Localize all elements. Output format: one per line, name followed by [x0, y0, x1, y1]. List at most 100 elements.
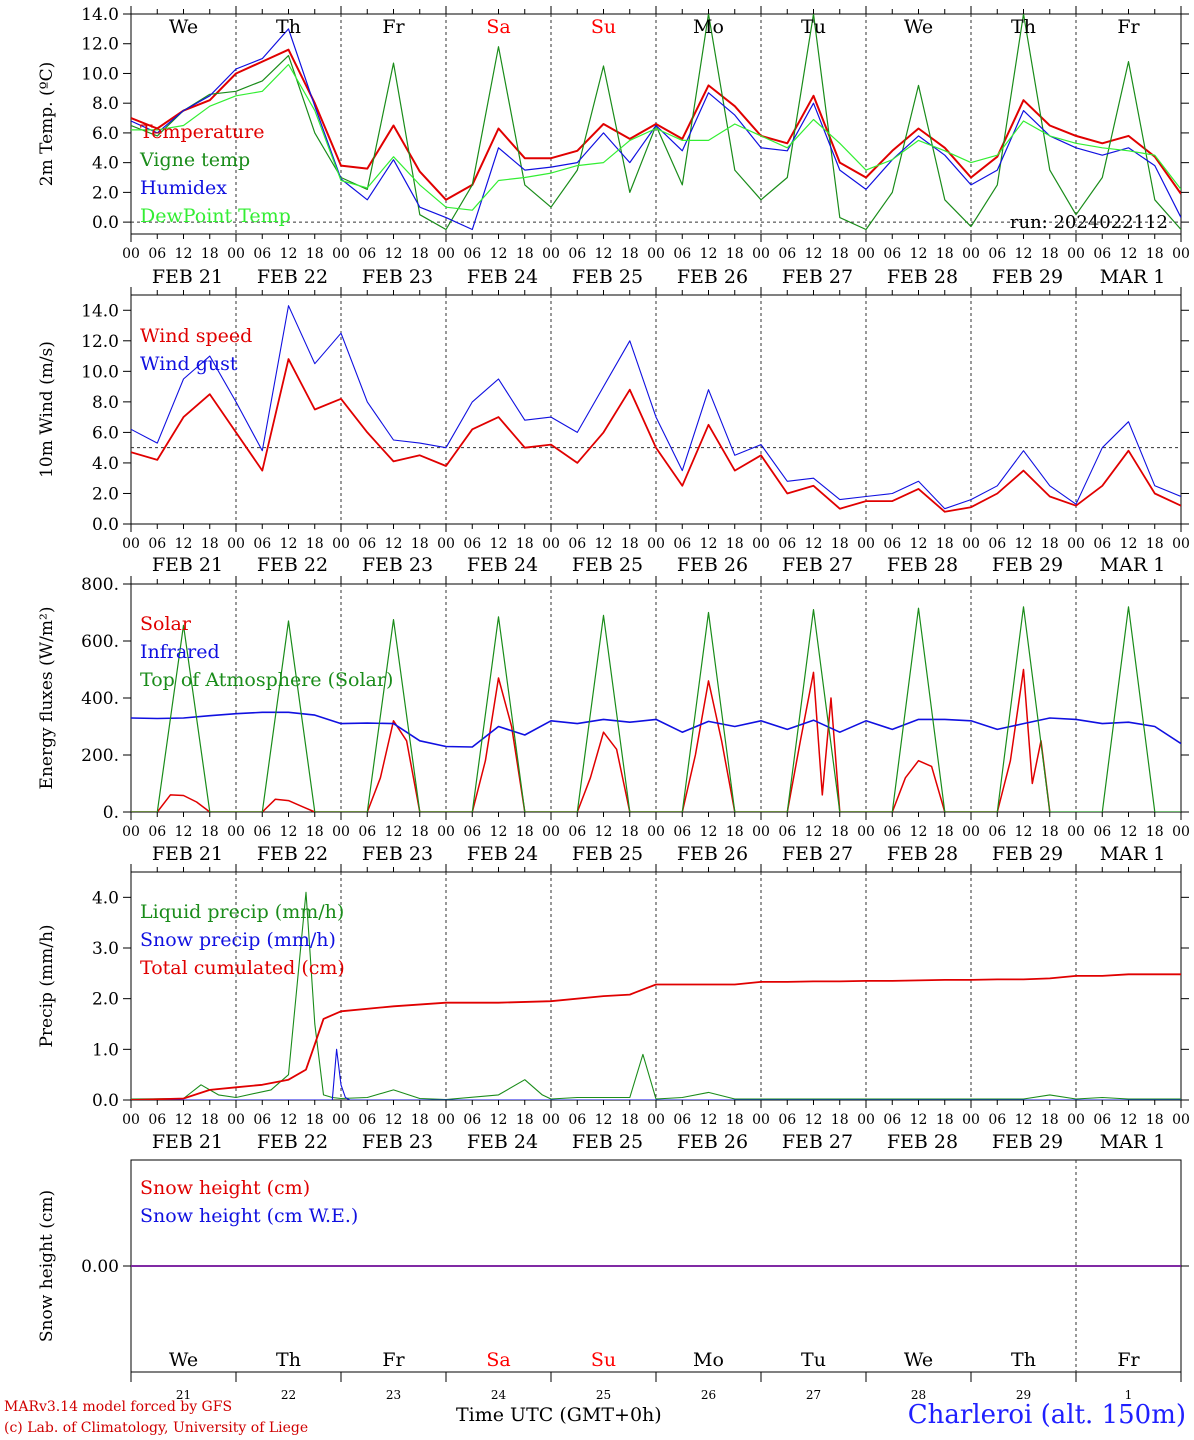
hour-label: 06: [778, 536, 796, 552]
hour-label: 18: [621, 536, 639, 552]
hour-label: 00: [647, 246, 665, 262]
hour-label: 12: [385, 536, 403, 552]
date-label: FEB 27: [782, 266, 853, 288]
y-tick-label: 2.0: [92, 990, 119, 1010]
hour-label: 06: [988, 1112, 1006, 1128]
date-label: MAR 1: [1100, 554, 1166, 576]
y-tick-label: 200.: [81, 746, 119, 766]
station-label: Charleroi (alt. 150m): [907, 1400, 1186, 1430]
date-label: FEB 22: [257, 843, 328, 865]
y-tick-label: 12.0: [81, 35, 119, 55]
hour-label: 18: [831, 1112, 849, 1128]
date-label: FEB 22: [257, 266, 328, 288]
day-number-label: 23: [386, 1388, 401, 1402]
hour-label: 12: [700, 246, 718, 262]
hour-label: 00: [752, 1112, 770, 1128]
hour-label: 18: [516, 536, 534, 552]
hour-label: 12: [910, 824, 928, 840]
hour-label: 12: [280, 246, 298, 262]
hour-label: 12: [280, 1112, 298, 1128]
weekday-label: Tu: [801, 16, 826, 38]
series-line: [131, 28, 1181, 231]
hour-label: 00: [1067, 824, 1085, 840]
y-tick-label: 0.0: [92, 1091, 119, 1111]
hour-label: 00: [437, 824, 455, 840]
weekday-label: Th: [1011, 1349, 1036, 1371]
hour-label: 18: [411, 824, 429, 840]
hour-label: 12: [1015, 536, 1033, 552]
date-label: FEB 22: [257, 1131, 328, 1153]
hour-label: 00: [332, 1112, 350, 1128]
hour-label: 18: [936, 824, 954, 840]
hour-label: 12: [595, 246, 613, 262]
weekday-label: Fr: [1117, 16, 1140, 38]
hour-label: 00: [332, 536, 350, 552]
hour-label: 18: [201, 824, 219, 840]
date-label: FEB 26: [677, 843, 748, 865]
hour-label: 18: [411, 536, 429, 552]
date-label: FEB 23: [362, 843, 433, 865]
hour-label: 06: [883, 1112, 901, 1128]
y-tick-label: 10.0: [81, 64, 119, 84]
legend-entry: Snow precip (mm/h): [140, 929, 336, 951]
y-tick-label: 4.0: [92, 454, 119, 474]
hour-label: 12: [595, 536, 613, 552]
hour-label: 06: [1093, 246, 1111, 262]
hour-label: 06: [988, 536, 1006, 552]
hour-label: 18: [1146, 246, 1164, 262]
date-label: FEB 21: [152, 1131, 223, 1153]
hour-label: 06: [463, 824, 481, 840]
y-tick-label: 12.0: [81, 332, 119, 352]
y-axis-label: Energy fluxes (W/m²): [37, 607, 57, 790]
hour-label: 12: [805, 824, 823, 840]
hour-label: 06: [883, 536, 901, 552]
hour-label: 06: [673, 824, 691, 840]
date-label: FEB 26: [677, 554, 748, 576]
y-tick-label: 600.: [81, 632, 119, 652]
time-axis-label: Time UTC (GMT+0h): [456, 1404, 662, 1426]
hour-label: 00: [437, 536, 455, 552]
hour-label: 18: [936, 536, 954, 552]
legend-entry: Vigne temp: [139, 149, 250, 171]
day-number-label: 1: [1125, 1388, 1133, 1402]
day-number-label: 29: [1016, 1388, 1031, 1402]
legend-entry: Temperature: [140, 121, 264, 143]
series-line: [131, 668, 1051, 812]
date-label: FEB 24: [467, 843, 538, 865]
hour-label: 18: [726, 824, 744, 840]
date-label: FEB 23: [362, 554, 433, 576]
hour-label: 18: [306, 824, 324, 840]
y-tick-label: 3.0: [92, 939, 119, 959]
weekday-label: Su: [591, 16, 616, 38]
y-axis-label: 2m Temp. (ºC): [37, 62, 57, 187]
hour-label: 12: [1120, 1112, 1138, 1128]
weekday-label: Fr: [1117, 1349, 1140, 1371]
hour-label: 12: [805, 536, 823, 552]
hour-label: 00: [857, 824, 875, 840]
legend-entry: Wind speed: [140, 325, 252, 347]
y-tick-label: 4.0: [92, 154, 119, 174]
y-tick-label: 6.0: [92, 423, 119, 443]
hour-label: 00: [857, 1112, 875, 1128]
hour-label: 18: [1041, 1112, 1059, 1128]
hour-label: 00: [962, 536, 980, 552]
hour-label: 12: [1120, 246, 1138, 262]
legend-entry: DewPoint Temp: [140, 205, 291, 227]
date-label: FEB 28: [887, 1131, 958, 1153]
hour-label: 12: [1015, 246, 1033, 262]
hour-label: 18: [201, 246, 219, 262]
y-axis-label: Snow height (cm): [37, 1190, 57, 1342]
hour-label: 06: [358, 1112, 376, 1128]
date-label: FEB 25: [572, 266, 643, 288]
hour-label: 18: [516, 824, 534, 840]
day-number-label: 28: [911, 1388, 926, 1402]
hour-label: 00: [332, 246, 350, 262]
hour-label: 18: [1041, 824, 1059, 840]
date-label: FEB 21: [152, 554, 223, 576]
y-tick-label: 6.0: [92, 124, 119, 144]
hour-label: 18: [831, 536, 849, 552]
lab-credit: (c) Lab. of Climatology, University of L…: [4, 1420, 309, 1436]
hour-label: 06: [988, 824, 1006, 840]
series-line: [131, 358, 1181, 513]
hour-label: 06: [568, 536, 586, 552]
